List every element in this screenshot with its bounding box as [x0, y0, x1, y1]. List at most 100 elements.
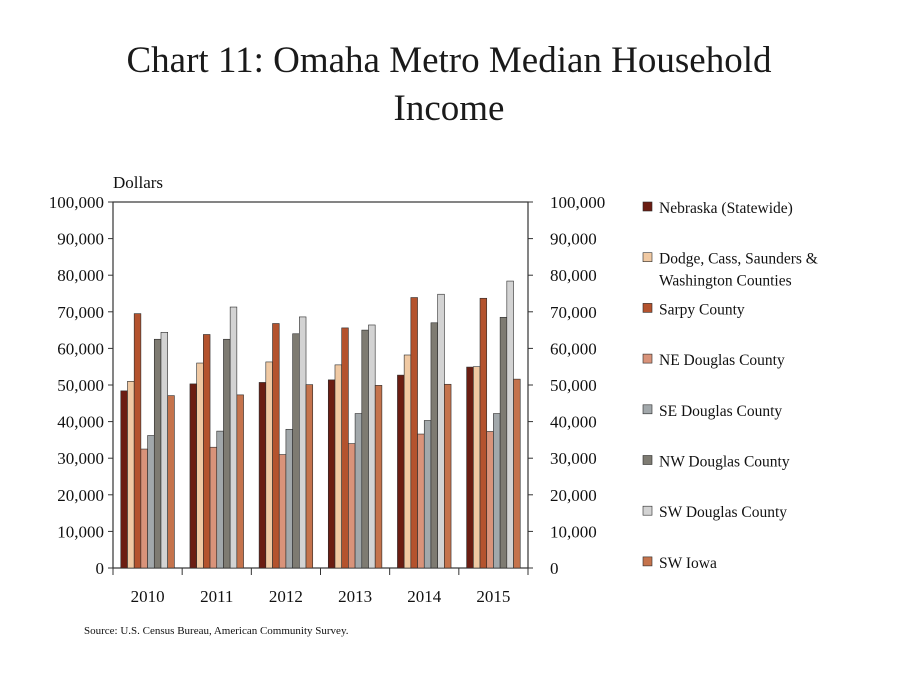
legend-swatch [642, 353, 653, 364]
bar [423, 420, 432, 569]
bar [513, 378, 521, 569]
x-tick-label: 2014 [407, 587, 442, 606]
bar [305, 384, 314, 569]
plot-frame [112, 201, 529, 569]
bar [374, 385, 383, 569]
y-tick-label-left: 80,000 [57, 266, 104, 285]
bar [334, 364, 342, 569]
bar [444, 383, 452, 569]
bar [265, 361, 273, 569]
bar [147, 435, 155, 569]
legend-label: Sarpy County [659, 301, 745, 318]
bar [160, 331, 168, 569]
chart-title-line: Chart 11: Omaha Metro Median Household [127, 40, 772, 81]
x-tick-label: 2011 [200, 587, 233, 606]
y-tick-label-left: 60,000 [57, 339, 104, 358]
bar [479, 297, 488, 569]
bar [437, 293, 445, 569]
y-tick-label-right: 60,000 [550, 339, 597, 358]
y-tick-label-left: 100,000 [49, 193, 104, 212]
bar [203, 334, 211, 569]
legend-swatch [642, 252, 653, 262]
bar [140, 448, 148, 569]
legend-label: Washington Counties [659, 273, 792, 290]
bar [506, 280, 514, 569]
legend-label: NW Douglas County [659, 454, 790, 471]
bar [258, 382, 267, 569]
legend: Nebraska (Statewide) Dodge, Cass, Saunder… [642, 200, 818, 572]
bar [403, 354, 412, 569]
x-tick-label: 2013 [338, 587, 372, 606]
legend-swatch [642, 201, 653, 212]
bar [133, 313, 142, 569]
bar [410, 297, 418, 569]
bar [216, 430, 224, 569]
y-tick-label-right: 90,000 [550, 230, 597, 249]
y-tick-label-right: 70,000 [550, 303, 597, 322]
bar [493, 413, 501, 569]
y-tick-label-right: 20,000 [550, 486, 597, 505]
bar [430, 322, 438, 569]
legend-swatch [642, 505, 653, 516]
bar [327, 379, 336, 569]
bar [229, 306, 238, 569]
legend-swatch [642, 404, 653, 415]
y-tick-label-left: 90,000 [57, 230, 104, 249]
y-tick-label-left: 30,000 [57, 449, 104, 468]
legend-label: SW Iowa [659, 555, 717, 572]
bar [417, 433, 425, 569]
legend-label: SE Douglas County [659, 403, 782, 420]
plot-area: 0 0 10,000 10,000 20,000 20,000 30,000 30,000 40… [49, 193, 606, 606]
y-tick-label-left: 20,000 [57, 486, 104, 505]
legend-swatch [642, 303, 653, 313]
bar [473, 366, 481, 569]
y-tick-label-right: 80,000 [550, 266, 597, 285]
legend-label: Nebraska (Statewide) [659, 200, 793, 217]
bar [285, 428, 293, 569]
bar [196, 362, 204, 569]
bar [486, 431, 494, 569]
y-tick-label-right: 50,000 [550, 376, 597, 395]
bar [167, 395, 175, 569]
y-axis-label: Dollars [113, 173, 163, 192]
x-tick-label: 2012 [269, 587, 303, 606]
y-tick-label-left: 70,000 [57, 303, 104, 322]
bar [341, 327, 349, 569]
y-tick-label-right: 100,000 [550, 193, 605, 212]
bar [189, 383, 197, 569]
bar [278, 454, 287, 569]
chart-title-line: Income [394, 88, 505, 129]
y-tick-label-right: 40,000 [550, 413, 597, 432]
bar [236, 394, 244, 569]
bar [272, 323, 280, 569]
x-tick-label: 2015 [476, 587, 510, 606]
bar [209, 446, 218, 569]
chart-title: Chart 11: Omaha Metro Median Household In… [127, 40, 772, 129]
bar [223, 338, 231, 569]
bar [127, 381, 135, 569]
bar [153, 338, 162, 569]
y-tick-label-right: 30,000 [550, 449, 597, 468]
legend-swatch [642, 455, 653, 465]
bar [397, 374, 405, 569]
bar [299, 316, 307, 569]
y-tick-label-left: 0 [96, 559, 105, 578]
source-note: Source: U.S. Census Bureau, American Com… [84, 625, 349, 637]
y-tick-label-left: 10,000 [57, 522, 104, 541]
bar [499, 316, 508, 569]
legend-label: SW Douglas County [659, 504, 787, 521]
y-tick-label-right: 0 [550, 559, 559, 578]
bar [354, 413, 363, 569]
bar [348, 443, 356, 569]
bar [120, 390, 128, 569]
y-tick-label-left: 40,000 [57, 413, 104, 432]
y-tick-label-right: 10,000 [550, 522, 597, 541]
legend-label: Dodge, Cass, Saunders & [659, 251, 818, 268]
bar [361, 329, 369, 569]
bar [368, 324, 376, 569]
legend-label: NE Douglas County [659, 352, 785, 369]
y-tick-label-left: 50,000 [57, 376, 104, 395]
bar [466, 366, 474, 569]
x-tick-label: 2010 [131, 587, 165, 606]
